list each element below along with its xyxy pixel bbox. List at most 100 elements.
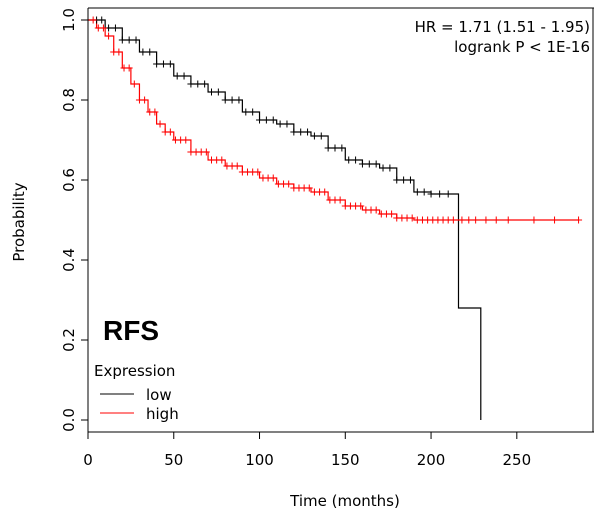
censor-mark-high xyxy=(218,156,226,164)
censor-mark-high xyxy=(115,48,123,56)
censor-mark-high xyxy=(254,168,262,176)
censor-mark-low xyxy=(159,60,167,68)
censor-mark-low xyxy=(228,96,236,104)
censor-mark-high xyxy=(151,108,159,116)
censor-mark-low xyxy=(358,160,366,168)
censor-mark-low xyxy=(372,160,380,168)
censor-mark-high xyxy=(408,214,416,222)
censor-mark-high xyxy=(336,196,344,204)
axes xyxy=(87,8,594,433)
x-axis-ticks: 0 50 100 150 200 250 xyxy=(83,432,531,469)
censor-mark-low xyxy=(331,144,339,152)
censor-mark-high xyxy=(125,64,133,72)
censor-mark-high xyxy=(372,206,380,214)
censor-mark-low xyxy=(153,60,161,68)
censor-mark-high xyxy=(141,96,149,104)
censor-mark-low xyxy=(317,132,325,140)
censor-mark-low xyxy=(365,160,373,168)
censor-mark-low xyxy=(338,144,346,152)
censor-mark-low xyxy=(290,128,298,136)
censor-mark-high xyxy=(458,216,466,224)
censor-mark-high xyxy=(130,80,138,88)
censor-mark-high xyxy=(482,216,490,224)
censor-mark-high xyxy=(89,16,97,24)
censor-mark-low xyxy=(194,80,202,88)
censor-mark-high xyxy=(465,216,473,224)
censor-mark-low xyxy=(420,188,428,196)
x-tick-label: 0 xyxy=(83,451,93,469)
censor-mark-low xyxy=(118,36,126,44)
censor-mark-low xyxy=(173,72,181,80)
censor-mark-high xyxy=(233,162,241,170)
censor-mark-low xyxy=(413,188,421,196)
censor-mark-low xyxy=(304,128,312,136)
censor-mark-low xyxy=(139,48,147,56)
censor-mark-low xyxy=(444,190,452,198)
censor-mark-low xyxy=(166,60,174,68)
censor-mark-low xyxy=(269,116,277,124)
logrank-text: logrank P < 1E-16 xyxy=(454,38,590,56)
censor-mark-low xyxy=(436,190,444,198)
censor-mark-high xyxy=(551,216,559,224)
censor-mark-high xyxy=(575,216,583,224)
censor-mark-low xyxy=(283,120,291,128)
x-axis-title: Time (months) xyxy=(289,492,400,510)
censor-mark-high xyxy=(166,128,174,136)
x-tick-label: 50 xyxy=(164,451,183,469)
legend-title: Expression xyxy=(94,362,175,380)
censor-mark-low xyxy=(324,144,332,152)
censor-mark-high xyxy=(285,180,293,188)
censor-mark-low xyxy=(379,164,387,172)
censor-mark-low xyxy=(125,36,133,44)
censor-mark-high xyxy=(105,32,113,40)
censor-mark-low xyxy=(180,72,188,80)
censor-mark-low xyxy=(221,96,229,104)
y-tick-label: 0.6 xyxy=(60,168,78,192)
x-tick-label: 150 xyxy=(331,451,360,469)
censor-mark-low xyxy=(132,36,140,44)
censor-mark-high xyxy=(472,216,480,224)
y-tick-label: 0.8 xyxy=(60,88,78,112)
censor-mark-low xyxy=(427,190,435,198)
censor-mark-low xyxy=(406,176,414,184)
censor-mark-high xyxy=(504,216,512,224)
censor-mark-high xyxy=(530,216,538,224)
censor-mark-low xyxy=(214,88,222,96)
censor-mark-low xyxy=(111,24,119,32)
censor-mark-low xyxy=(386,164,394,172)
censor-marks xyxy=(89,16,583,224)
censor-mark-low xyxy=(187,80,195,88)
censor-mark-low xyxy=(146,48,154,56)
y-tick-label: 0.2 xyxy=(60,328,78,352)
censor-mark-high xyxy=(357,202,365,210)
censor-mark-low xyxy=(393,176,401,184)
censor-mark-low xyxy=(98,16,106,24)
censor-mark-high xyxy=(156,120,164,128)
hazard-ratio-text: HR = 1.71 (1.51 - 1.95) xyxy=(415,18,590,36)
y-tick-label: 0.4 xyxy=(60,248,78,272)
censor-mark-low xyxy=(201,80,209,88)
censor-mark-low xyxy=(262,116,270,124)
censor-mark-high xyxy=(305,184,313,192)
censor-mark-low xyxy=(235,96,243,104)
censor-mark-high xyxy=(492,216,500,224)
legend-label-low: low xyxy=(146,386,172,404)
censor-mark-low xyxy=(352,156,360,164)
censor-mark-low xyxy=(400,176,408,184)
censor-mark-low xyxy=(207,88,215,96)
legend-label-high: high xyxy=(146,405,179,423)
censor-mark-low xyxy=(276,120,284,128)
y-axis-ticks: 0.0 0.2 0.4 0.6 0.8 1.0 xyxy=(60,8,88,432)
censor-mark-high xyxy=(269,174,277,182)
censor-mark-low xyxy=(256,116,264,124)
x-tick-label: 200 xyxy=(417,451,446,469)
censor-mark-high xyxy=(182,136,190,144)
censor-mark-high xyxy=(202,148,210,156)
censor-mark-low xyxy=(297,128,305,136)
censor-mark-low xyxy=(242,108,250,116)
y-tick-label: 1.0 xyxy=(60,8,78,32)
y-tick-label: 0.0 xyxy=(60,408,78,432)
censor-mark-low xyxy=(345,156,353,164)
y-axis-title: Probability xyxy=(10,182,28,261)
